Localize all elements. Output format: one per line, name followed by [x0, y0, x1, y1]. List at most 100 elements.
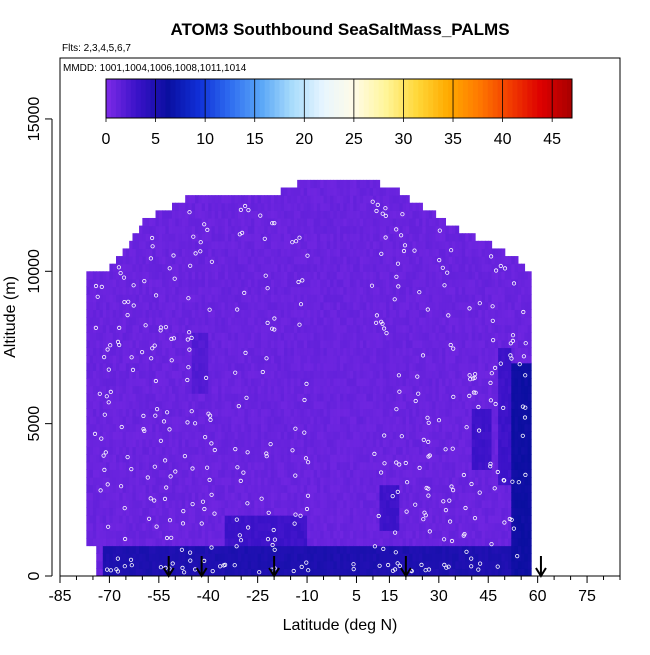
data-cell [297, 537, 302, 547]
data-cell [372, 408, 377, 417]
data-cell [228, 240, 232, 250]
data-cell [363, 568, 367, 576]
data-cell [396, 263, 400, 272]
data-cell [376, 217, 381, 227]
data-cell [399, 393, 404, 402]
data-cell [158, 423, 163, 432]
data-cell [116, 476, 120, 486]
data-cell [224, 370, 229, 379]
data-cell [92, 377, 97, 387]
data-cell [241, 416, 246, 425]
data-cell [228, 355, 232, 364]
data-cell [336, 492, 341, 501]
data-cell [326, 278, 331, 288]
data-cell [251, 225, 255, 234]
data-cell [396, 240, 400, 250]
data-cell [415, 370, 420, 379]
data-cell [402, 385, 407, 394]
data-cell [359, 309, 364, 318]
data-cell [148, 217, 153, 227]
data-cell [313, 408, 318, 417]
data-cell [336, 286, 341, 295]
data-cell [224, 408, 229, 417]
data-cell [185, 202, 190, 211]
data-cell [336, 339, 341, 349]
data-cell [102, 317, 107, 326]
data-cell [145, 347, 150, 356]
data-cell [316, 469, 321, 478]
data-cell [392, 187, 397, 196]
data-cell [290, 484, 295, 493]
data-cell [125, 294, 130, 303]
data-cell [260, 469, 265, 478]
data-cell [353, 202, 358, 211]
data-cell [116, 416, 120, 425]
data-cell [333, 324, 338, 333]
data-cell [234, 385, 239, 394]
data-cell [389, 286, 394, 295]
data-cell [336, 233, 341, 242]
data-cell [287, 454, 292, 463]
data-cell [264, 217, 269, 227]
data-cell [251, 416, 255, 425]
data-cell [326, 454, 331, 463]
data-cell [158, 233, 163, 242]
data-cell [326, 568, 331, 576]
data-cell [310, 248, 315, 257]
data-cell [409, 537, 414, 547]
data-cell [330, 423, 335, 432]
data-cell [162, 553, 167, 562]
data-cell [267, 484, 272, 493]
data-cell [376, 256, 381, 265]
data-cell [280, 400, 285, 410]
data-cell [293, 545, 298, 554]
data-cell [359, 195, 364, 204]
data-cell [247, 461, 252, 470]
data-cell [204, 469, 209, 478]
data-cell [330, 461, 335, 470]
data-cell [349, 423, 354, 432]
data-cell [359, 515, 364, 524]
data-cell [386, 530, 391, 539]
data-cell [333, 309, 338, 318]
data-cell [191, 286, 196, 295]
data-cell [99, 317, 104, 326]
data-cell [379, 324, 384, 333]
data-cell [254, 568, 259, 576]
data-cell [231, 286, 236, 295]
data-cell [158, 438, 163, 448]
data-cell [310, 324, 315, 333]
data-cell [293, 301, 298, 310]
data-cell [409, 515, 414, 524]
data-cell [234, 278, 239, 288]
data-cell [162, 530, 167, 539]
data-cell [415, 362, 420, 371]
data-cell [372, 324, 377, 333]
data-cell [89, 454, 94, 463]
data-cell [251, 522, 255, 531]
data-cell [297, 385, 302, 394]
data-cell [303, 385, 308, 394]
data-cell [415, 332, 420, 341]
data-cell [287, 545, 292, 554]
data-cell [363, 438, 367, 448]
data-cell [158, 476, 163, 486]
data-cell [399, 476, 404, 486]
data-cell [201, 332, 206, 341]
data-cell [419, 454, 423, 463]
data-cell [119, 438, 124, 448]
data-cell [333, 339, 338, 349]
data-cell [244, 431, 249, 440]
data-cell [330, 362, 335, 371]
data-cell [356, 446, 361, 455]
data-cell [412, 522, 417, 531]
data-cell [290, 377, 295, 387]
data-cell [307, 522, 311, 531]
data-cell [297, 446, 302, 455]
data-cell [389, 362, 394, 371]
data-cell [142, 454, 147, 463]
data-cell [234, 195, 239, 204]
data-cell [228, 423, 232, 432]
data-cell [86, 294, 91, 303]
data-cell [241, 294, 246, 303]
